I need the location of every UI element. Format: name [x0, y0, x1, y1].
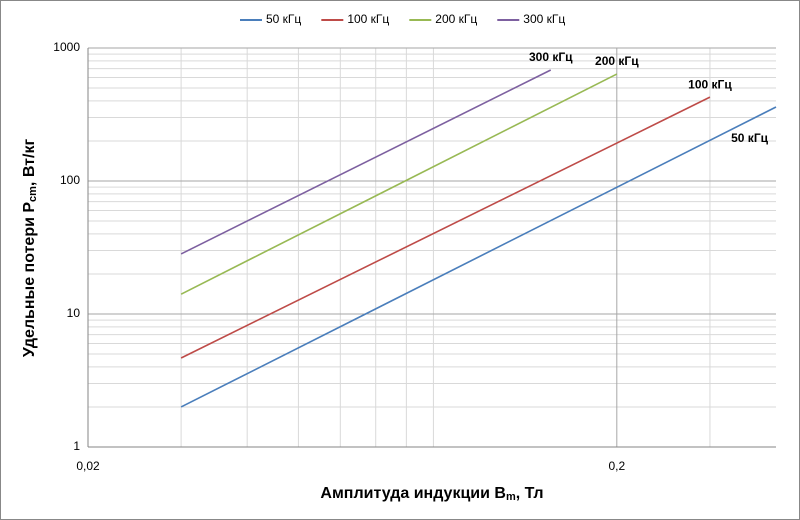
- legend-label: 100 кГц: [347, 12, 389, 26]
- y-tick-label: 10: [67, 306, 81, 320]
- series-line: [180, 106, 777, 408]
- series-annotation: 50 кГц: [731, 131, 768, 145]
- x-tick-label: 0,02: [76, 459, 100, 473]
- legend-label: 300 кГц: [523, 12, 565, 26]
- x-axis-title: Амплитуда индукции Bm, Тл: [320, 485, 543, 503]
- series-annotation: 200 кГц: [595, 54, 639, 68]
- series-line: [180, 73, 618, 295]
- legend-label: 50 кГц: [266, 12, 301, 26]
- series-line: [180, 69, 552, 255]
- series-annotation: 100 кГц: [688, 77, 732, 91]
- y-axis-title: Удельные потери Pcm, Вт/кг: [21, 139, 39, 358]
- series-line: [180, 96, 711, 359]
- x-tick-label: 0,2: [608, 459, 625, 473]
- y-tick-label: 1000: [53, 40, 80, 54]
- series-annotation: 300 кГц: [529, 50, 573, 64]
- y-tick-label: 1: [73, 439, 80, 453]
- y-tick-label: 100: [60, 173, 80, 187]
- legend-label: 200 кГц: [435, 12, 477, 26]
